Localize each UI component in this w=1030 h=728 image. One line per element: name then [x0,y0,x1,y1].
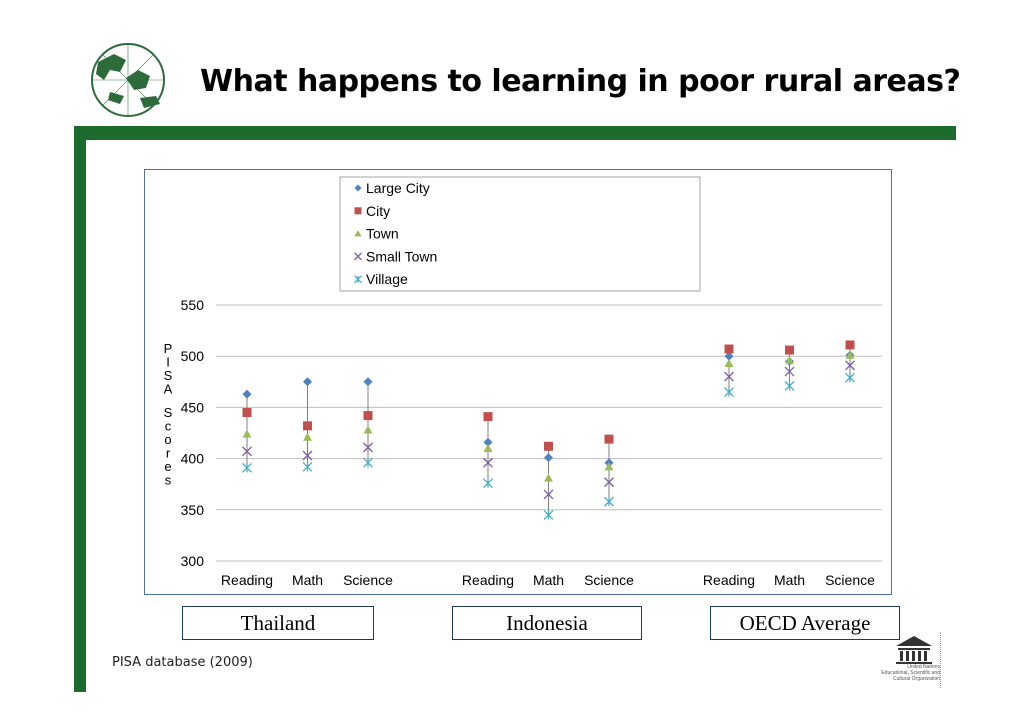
point-village [543,509,554,520]
x-tick-label: Science [343,572,393,588]
legend-marker-town [354,230,362,237]
legend-label-town: Town [366,226,399,242]
unesco-caption: United Nations Educational, Scientific a… [876,664,940,682]
point-town [242,429,252,438]
legend-marker-large-city [354,184,362,192]
point-city [544,441,553,451]
y-tick-label: 300 [181,553,205,569]
slide-title: What happens to learning in poor rural a… [200,64,961,99]
point-small-town [302,450,313,461]
y-axis-label-letter: I [166,355,170,370]
country-label-oecd: OECD Average [710,606,900,640]
unesco-line-1: United Nations [907,664,940,670]
y-axis-label-letter: r [166,446,171,461]
unesco-logo-icon [896,636,932,664]
point-small-town [604,477,614,488]
legend-label-village: Village [366,271,408,287]
y-tick-label: 550 [181,297,205,313]
country-label-thailand: Thailand [182,606,374,640]
point-town [604,462,614,471]
point-city [483,412,493,422]
point-large-city [242,389,252,399]
point-small-town [724,371,734,382]
point-small-town [845,360,855,371]
point-village [845,372,855,383]
divider-dotted [940,632,941,688]
point-city [242,408,252,418]
x-tick-label: Science [825,572,875,588]
y-axis-label-letter: A [164,382,173,397]
point-small-town [784,366,795,377]
x-tick-label: Math [292,572,323,588]
y-axis-label-letter: S [164,368,173,383]
legend-label-large-city: Large City [366,180,430,196]
point-city [303,421,312,431]
y-axis-label-letter: e [164,459,171,474]
header-band [74,126,956,140]
point-city [604,434,614,444]
point-city [724,344,734,354]
point-small-town [363,442,373,453]
point-small-town [242,446,252,457]
point-large-city [363,377,373,387]
y-axis-label-letter: c [165,419,172,434]
y-tick-label: 450 [181,399,205,415]
legend-marker-city [354,207,362,215]
point-small-town [543,489,554,500]
legend-label-small-town: Small Town [366,248,437,264]
legend-marker-small-town [354,252,362,261]
point-town [845,350,855,359]
y-axis-label-letter: s [165,473,172,488]
point-town [483,443,493,452]
x-tick-label: Math [533,572,564,588]
point-village [363,457,373,468]
point-large-city [724,351,734,361]
left-band [74,126,86,692]
y-tick-label: 400 [181,451,205,467]
y-tick-label: 350 [181,502,205,518]
point-town [363,425,373,434]
x-tick-label: Reading [462,572,514,588]
point-village [242,462,252,473]
point-village [784,380,795,391]
point-city [845,340,855,350]
y-axis-label-letter: P [164,341,173,356]
seameo-logo-icon [91,43,165,117]
unesco-line-2: Educational, Scientific and [881,670,940,676]
point-large-city [303,377,312,387]
source-note: PISA database (2009) [112,655,253,670]
point-small-town [483,457,493,468]
country-label-indonesia: Indonesia [452,606,642,640]
point-town [303,432,312,441]
y-tick-label: 500 [181,348,205,364]
point-village [604,496,614,507]
point-town [544,473,553,482]
x-tick-label: Math [774,572,805,588]
y-axis-label-letter: o [164,432,171,447]
legend-box [339,176,701,292]
point-village [483,478,493,489]
x-tick-label: Reading [703,572,755,588]
x-tick-label: Science [584,572,634,588]
point-town [785,355,794,364]
legend-label-city: City [366,203,390,219]
legend-marker-village [354,275,362,284]
point-large-city [544,453,553,463]
x-tick-label: Reading [221,572,273,588]
point-town [724,358,734,367]
unesco-line-3: Cultural Organization [893,676,940,682]
point-city [785,345,794,355]
point-village [302,461,313,472]
point-large-city [483,437,493,447]
point-city [363,411,373,421]
point-village [724,387,734,397]
y-axis-label-letter: S [164,405,173,420]
